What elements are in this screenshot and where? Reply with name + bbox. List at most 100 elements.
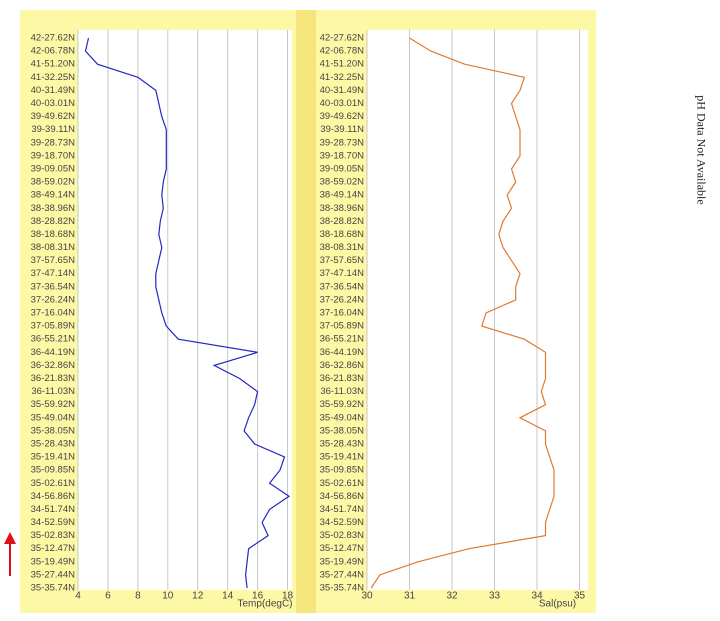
x-tick-label: 12 xyxy=(192,591,204,602)
y-tick-label: 35-19.41N xyxy=(320,452,365,463)
y-tick-label: 39-09.05N xyxy=(320,163,365,174)
y-tick-label: 35-38.05N xyxy=(320,425,365,436)
x-axis-label: Sal(psu) xyxy=(539,599,576,610)
panel-separator xyxy=(296,10,316,613)
y-tick-label: 41-51.20N xyxy=(31,59,76,70)
y-tick-label: 34-52.59N xyxy=(320,517,365,528)
y-tick-label: 35-49.04N xyxy=(320,412,365,423)
y-tick-label: 36-11.03N xyxy=(31,386,75,397)
y-tick-label: 40-31.49N xyxy=(31,85,76,96)
y-tick-label: 39-28.73N xyxy=(320,137,365,148)
y-tick-label: 38-28.82N xyxy=(320,216,365,227)
y-tick-label: 35-02.61N xyxy=(31,478,76,489)
x-axis-label: Temp(degC) xyxy=(237,599,292,610)
y-tick-label: 40-03.01N xyxy=(320,98,365,109)
x-tick-label: 18 xyxy=(282,591,294,602)
y-tick-label: 36-44.19N xyxy=(320,347,365,358)
x-tick-label: 33 xyxy=(489,591,501,602)
y-tick-label: 35-12.47N xyxy=(31,543,76,554)
y-tick-label: 35-35.74N xyxy=(320,583,365,594)
data-line xyxy=(84,37,291,589)
y-tick-label: 34-52.59N xyxy=(31,517,76,528)
y-tick-label: 34-51.74N xyxy=(31,504,76,515)
y-tick-label: 37-16.04N xyxy=(31,308,76,319)
y-tick-label: 35-38.05N xyxy=(31,425,76,436)
data-line xyxy=(370,37,555,589)
y-tick-label: 38-18.68N xyxy=(31,229,76,240)
plot-area xyxy=(78,30,292,590)
y-tick-label: 39-18.70N xyxy=(31,150,76,161)
y-tick-label: 38-49.14N xyxy=(31,190,76,201)
x-tick-label: 8 xyxy=(135,591,141,602)
y-tick-label: 38-08.31N xyxy=(31,242,76,253)
y-tick-label: 42-06.78N xyxy=(320,46,365,57)
y-tick-label: 36-55.21N xyxy=(31,334,76,345)
y-tick-label: 35-19.49N xyxy=(320,556,365,567)
y-tick-label: 37-05.89N xyxy=(320,321,365,332)
y-tick-label: 40-31.49N xyxy=(320,85,365,96)
y-tick-label: 37-26.24N xyxy=(31,294,76,305)
y-tick-label: 39-18.70N xyxy=(320,150,365,161)
y-tick-label: 41-32.25N xyxy=(320,72,365,83)
y-tick-label: 35-09.85N xyxy=(31,465,76,476)
y-tick-label: 38-18.68N xyxy=(320,229,365,240)
y-tick-label: 42-27.62N xyxy=(320,33,365,44)
y-tick-label: 39-49.62N xyxy=(31,111,76,122)
y-tick-label: 35-02.83N xyxy=(31,530,76,541)
y-tick-label: 38-59.02N xyxy=(31,177,76,188)
y-tick-label: 36-32.86N xyxy=(320,360,365,371)
y-tick-label: 39-49.62N xyxy=(320,111,365,122)
y-tick-label: 37-47.14N xyxy=(320,268,365,279)
y-tick-label: 35-02.61N xyxy=(320,478,365,489)
y-tick-label: 35-59.92N xyxy=(320,399,365,410)
y-tick-label: 39-28.73N xyxy=(31,137,76,148)
side-note: pH Data Not Available xyxy=(694,95,708,204)
y-tick-label: 35-02.83N xyxy=(320,530,365,541)
y-tick-label: 36-21.83N xyxy=(31,373,76,384)
y-tick-label: 35-09.85N xyxy=(320,465,365,476)
y-tick-label: 38-38.96N xyxy=(31,203,76,214)
y-tick-label: 34-51.74N xyxy=(320,504,365,515)
y-tick-label: 42-06.78N xyxy=(31,46,76,57)
y-tick-label: 38-38.96N xyxy=(320,203,365,214)
x-tick-label: 6 xyxy=(105,591,111,602)
y-tick-label: 36-21.83N xyxy=(320,373,365,384)
y-tick-label: 38-59.02N xyxy=(320,177,365,188)
plot-area xyxy=(367,30,588,590)
x-tick-label: 14 xyxy=(222,591,234,602)
x-tick-label: 10 xyxy=(162,591,174,602)
y-tick-label: 37-36.54N xyxy=(320,281,365,292)
y-tick-label: 37-36.54N xyxy=(31,281,76,292)
y-tick-label: 35-19.49N xyxy=(31,556,76,567)
y-tick-label: 34-56.86N xyxy=(320,491,365,502)
y-tick-label: 36-11.03N xyxy=(320,386,364,397)
y-tick-label: 35-59.92N xyxy=(31,399,76,410)
y-tick-label: 38-49.14N xyxy=(320,190,365,201)
y-tick-label: 37-57.65N xyxy=(31,255,76,266)
y-tick-label: 34-56.86N xyxy=(31,491,76,502)
y-tick-label: 37-05.89N xyxy=(31,321,76,332)
y-tick-label: 38-08.31N xyxy=(320,242,365,253)
y-tick-label: 35-12.47N xyxy=(320,543,365,554)
x-tick-label: 35 xyxy=(574,591,586,602)
y-tick-label: 35-19.41N xyxy=(31,452,76,463)
y-tick-label: 35-35.74N xyxy=(31,583,76,594)
x-tick-label: 32 xyxy=(446,591,458,602)
x-tick-label: 16 xyxy=(252,591,264,602)
arrow-head xyxy=(4,532,16,544)
y-tick-label: 41-51.20N xyxy=(320,59,365,70)
y-tick-label: 38-28.82N xyxy=(31,216,76,227)
x-tick-label: 4 xyxy=(75,591,81,602)
y-tick-label: 39-39.11N xyxy=(320,124,364,135)
y-tick-label: 37-57.65N xyxy=(320,255,365,266)
y-tick-label: 37-47.14N xyxy=(31,268,76,279)
x-tick-label: 34 xyxy=(531,591,543,602)
y-tick-label: 37-26.24N xyxy=(320,294,365,305)
y-tick-label: 37-16.04N xyxy=(320,308,365,319)
y-tick-label: 39-09.05N xyxy=(31,163,76,174)
y-tick-label: 35-27.44N xyxy=(320,569,365,580)
y-tick-label: 35-28.43N xyxy=(31,438,76,449)
y-tick-label: 35-27.44N xyxy=(31,569,76,580)
y-tick-label: 35-49.04N xyxy=(31,412,76,423)
